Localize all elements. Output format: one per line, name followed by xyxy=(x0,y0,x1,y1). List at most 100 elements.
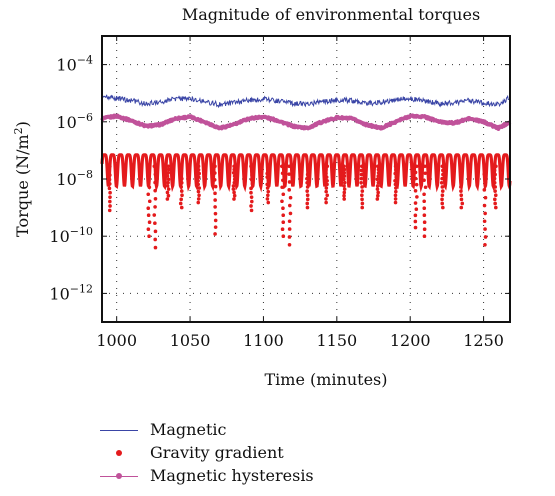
gravity-gradient-point xyxy=(493,197,497,202)
gravity-gradient-point xyxy=(249,208,254,213)
gravity-gradient-point xyxy=(287,164,291,169)
gravity-gradient-point xyxy=(147,234,151,238)
y-axis-label-tail: ) xyxy=(13,121,32,127)
gravity-gradient-point xyxy=(153,245,158,250)
gravity-gradient-point xyxy=(306,168,310,173)
gravity-gradient-point xyxy=(305,181,309,185)
gravity-gradient-point xyxy=(147,164,151,169)
gravity-gradient-point xyxy=(459,193,464,197)
gravity-gradient-point xyxy=(280,227,285,232)
gravity-gradient-point xyxy=(324,197,328,201)
gravity-gradient-point xyxy=(422,199,426,204)
y-axis-label-sup: 2 xyxy=(12,127,25,134)
y-tick-label-base-0: 10 xyxy=(56,56,76,75)
gravity-gradient-point xyxy=(359,168,364,173)
chart-title: Magnitude of environmental torques xyxy=(182,5,480,24)
gravity-gradient-point xyxy=(232,174,237,178)
gravity-gradient-point xyxy=(249,190,253,195)
gravity-gradient-point xyxy=(483,235,488,239)
gravity-gradient-point xyxy=(197,171,202,176)
gravity-gradient-point xyxy=(197,186,202,190)
gravity-gradient-point xyxy=(376,174,381,178)
gravity-gradient-point xyxy=(423,171,428,176)
gravity-gradient-point xyxy=(232,167,236,172)
magnetic-hysteresis-line xyxy=(100,113,512,131)
gravity-gradient-point xyxy=(342,174,347,178)
gravity-gradient-point xyxy=(342,197,346,201)
gravity-gradient-point xyxy=(440,197,444,202)
legend: Magnetic Gravity gradient Magnetic hyste… xyxy=(96,418,416,487)
series-magnetic xyxy=(101,94,511,109)
gravity-gradient-point xyxy=(459,176,464,181)
gravity-gradient-point xyxy=(281,192,286,197)
gravity-gradient-point xyxy=(324,171,328,176)
gravity-gradient-point xyxy=(393,171,398,176)
gravity-gradient-point xyxy=(180,193,184,197)
gravity-gradient-point xyxy=(482,172,487,176)
gravity-gradient-point xyxy=(213,198,217,202)
gravity-gradient-point xyxy=(393,164,398,169)
gravity-gradient-point xyxy=(281,234,286,238)
gravity-gradient-point xyxy=(196,200,201,205)
gravity-gradient-point xyxy=(196,175,201,179)
gravity-gradient-point xyxy=(342,187,347,191)
gravity-gradient-point xyxy=(441,168,445,173)
gravity-gradient-point xyxy=(280,164,284,169)
gravity-gradient-point xyxy=(439,181,444,185)
gravity-gradient-point xyxy=(440,193,445,197)
gravity-gradient-point xyxy=(146,171,151,176)
gravity-gradient-point xyxy=(360,193,364,197)
gravity-gradient-point xyxy=(494,205,498,210)
gravity-gradient-point xyxy=(359,181,363,185)
gravity-gradient-point xyxy=(492,168,497,173)
gravity-gradient-point xyxy=(413,189,418,193)
gravity-gradient-point xyxy=(493,172,497,177)
gravity-gradient-point xyxy=(288,195,293,200)
gravity-gradient-point xyxy=(213,184,218,189)
gravity-gradient-point xyxy=(482,219,487,224)
gravity-gradient-point xyxy=(376,190,380,195)
gravity-gradient-point xyxy=(306,164,311,169)
gravity-gradient-point xyxy=(375,177,380,182)
gravity-gradient-point xyxy=(153,205,157,209)
gravity-gradient-point xyxy=(152,213,157,217)
gravity-gradient-point xyxy=(342,193,346,198)
gravity-gradient-point xyxy=(213,232,217,236)
gravity-gradient-point xyxy=(342,190,347,195)
gravity-gradient-point xyxy=(440,185,445,189)
gravity-gradient-point xyxy=(287,219,292,224)
y-tick-label-0: 10−4 xyxy=(56,54,93,75)
gravity-gradient-point xyxy=(281,220,286,225)
gravity-gradient-point xyxy=(422,220,427,225)
gravity-gradient-point xyxy=(213,211,218,216)
gravity-gradient-point xyxy=(375,197,380,201)
gravity-gradient-point xyxy=(342,167,347,172)
y-tick-label-exp-1: −6 xyxy=(77,111,93,124)
series-magnetic-hysteresis xyxy=(100,113,512,131)
gravity-gradient-point xyxy=(305,172,310,177)
gravity-gradient-point xyxy=(483,180,488,184)
gravity-gradient-point xyxy=(265,186,270,190)
gravity-gradient-point xyxy=(376,193,380,198)
gravity-gradient-point xyxy=(165,197,170,201)
gravity-gradient-point xyxy=(232,164,236,169)
gravity-gradient-point xyxy=(212,178,217,182)
gravity-gradient-point xyxy=(231,187,236,191)
gravity-gradient-point xyxy=(179,197,183,202)
gravity-gradient-point xyxy=(280,199,284,204)
gravity-gradient-point xyxy=(250,182,255,186)
y-tick-label-1: 10−6 xyxy=(56,111,93,132)
gravity-gradient-point xyxy=(423,164,427,169)
gravity-gradient-point xyxy=(213,218,218,223)
x-tick-label-1: 1050 xyxy=(170,331,211,350)
gravity-gradient-point xyxy=(180,176,184,181)
gravity-gradient-point xyxy=(493,189,497,193)
gravity-gradient-point xyxy=(108,173,112,177)
gravity-gradient-point xyxy=(440,176,444,181)
gravity-gradient-point xyxy=(325,193,330,198)
gravity-gradient-point xyxy=(414,182,419,187)
gravity-gradient-point xyxy=(250,168,255,173)
gravity-gradient-point xyxy=(342,184,346,188)
